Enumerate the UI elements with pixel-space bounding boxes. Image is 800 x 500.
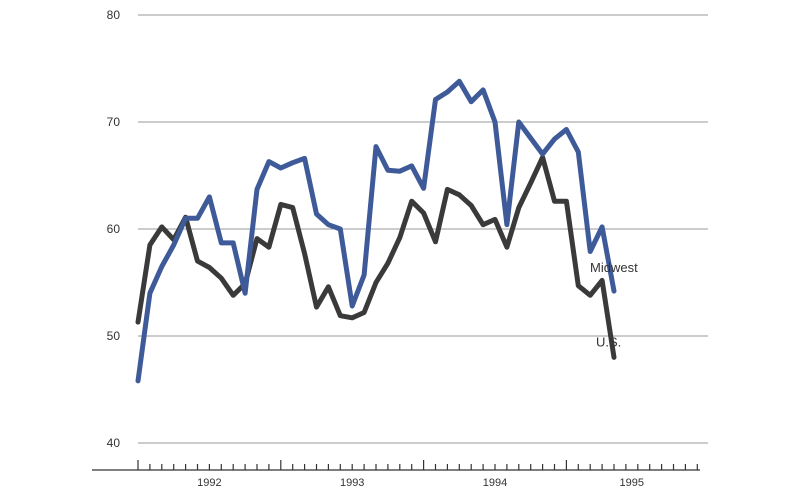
- series-labels: Midwest U.S.: [590, 260, 638, 350]
- series-label-us: U.S.: [596, 335, 621, 350]
- series-line-us: [135, 154, 617, 360]
- y-tick-label-80: 80: [107, 8, 121, 22]
- y-tick-label-60: 60: [107, 222, 121, 236]
- y-tick-label-40: 40: [107, 436, 121, 450]
- gridlines: [138, 14, 708, 444]
- series-lines: [135, 78, 617, 384]
- y-axis-tick-labels: 40 50 60 70 80: [107, 8, 121, 450]
- series-line-midwest: [135, 78, 617, 384]
- y-tick-label-50: 50: [107, 329, 121, 343]
- x-tick-label-1995: 1995: [620, 477, 644, 489]
- x-tick-label-1993: 1993: [340, 477, 364, 489]
- x-tick-label-1992: 1992: [197, 477, 221, 489]
- y-tick-label-70: 70: [107, 115, 121, 129]
- series-label-midwest: Midwest: [590, 260, 638, 275]
- x-tick-label-1994: 1994: [483, 477, 507, 489]
- x-axis: 1992 1993 1994 1995: [92, 460, 700, 489]
